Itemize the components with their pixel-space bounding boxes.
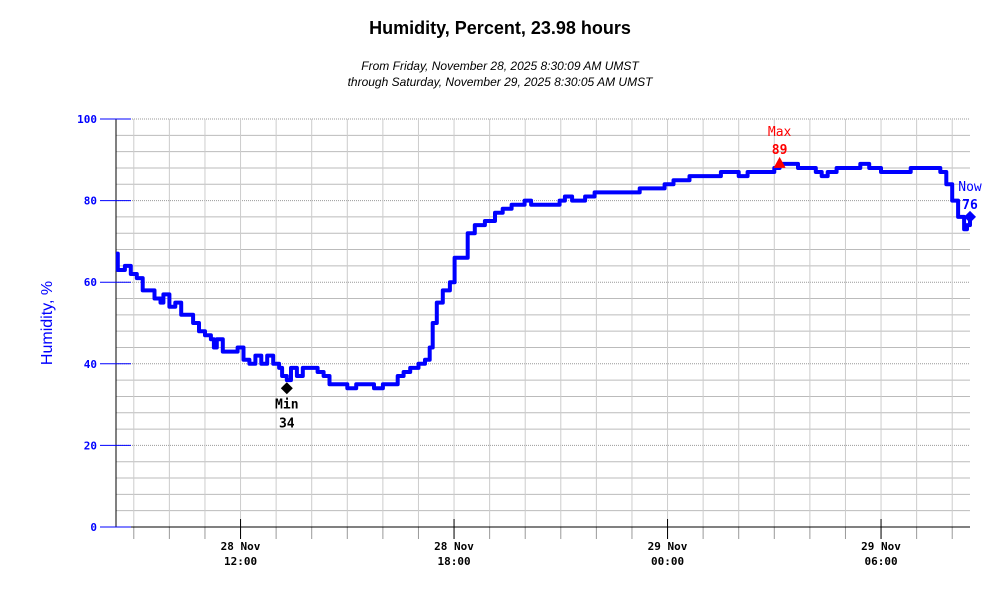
x-tick-label-time: 18:00: [437, 555, 470, 568]
now-label: Now: [958, 180, 982, 195]
y-axis-label: Humidity, %: [39, 281, 56, 365]
x-tick-label-date: 29 Nov: [861, 540, 901, 553]
x-tick-label-date: 28 Nov: [434, 540, 474, 553]
now-value: 76: [962, 198, 978, 213]
min-value: 34: [279, 416, 295, 431]
x-tick-label-time: 00:00: [651, 555, 684, 568]
chart-title: Humidity, Percent, 23.98 hours: [369, 18, 631, 38]
x-tick-label-time: 06:00: [864, 555, 897, 568]
chart-subtitle-from: From Friday, November 28, 2025 8:30:09 A…: [361, 59, 639, 73]
y-tick-label: 100: [77, 113, 97, 126]
y-tick-label: 20: [84, 439, 97, 452]
max-marker: [773, 156, 786, 168]
min-marker: [280, 382, 293, 395]
max-value: 89: [772, 143, 788, 158]
y-tick-label: 60: [84, 276, 97, 289]
y-tick-label: 40: [84, 358, 97, 371]
humidity-series-line: [115, 161, 972, 391]
x-tick-label-date: 29 Nov: [648, 540, 688, 553]
now-marker: [964, 210, 976, 223]
chart-subtitle-through: through Saturday, November 29, 2025 8:30…: [347, 75, 653, 89]
x-tick-label-date: 28 Nov: [221, 540, 261, 553]
y-tick-label: 0: [90, 521, 97, 534]
x-tick-label-time: 12:00: [224, 555, 257, 568]
max-label: Max: [768, 125, 792, 140]
y-tick-label: 80: [84, 195, 97, 208]
min-label: Min: [275, 397, 298, 412]
